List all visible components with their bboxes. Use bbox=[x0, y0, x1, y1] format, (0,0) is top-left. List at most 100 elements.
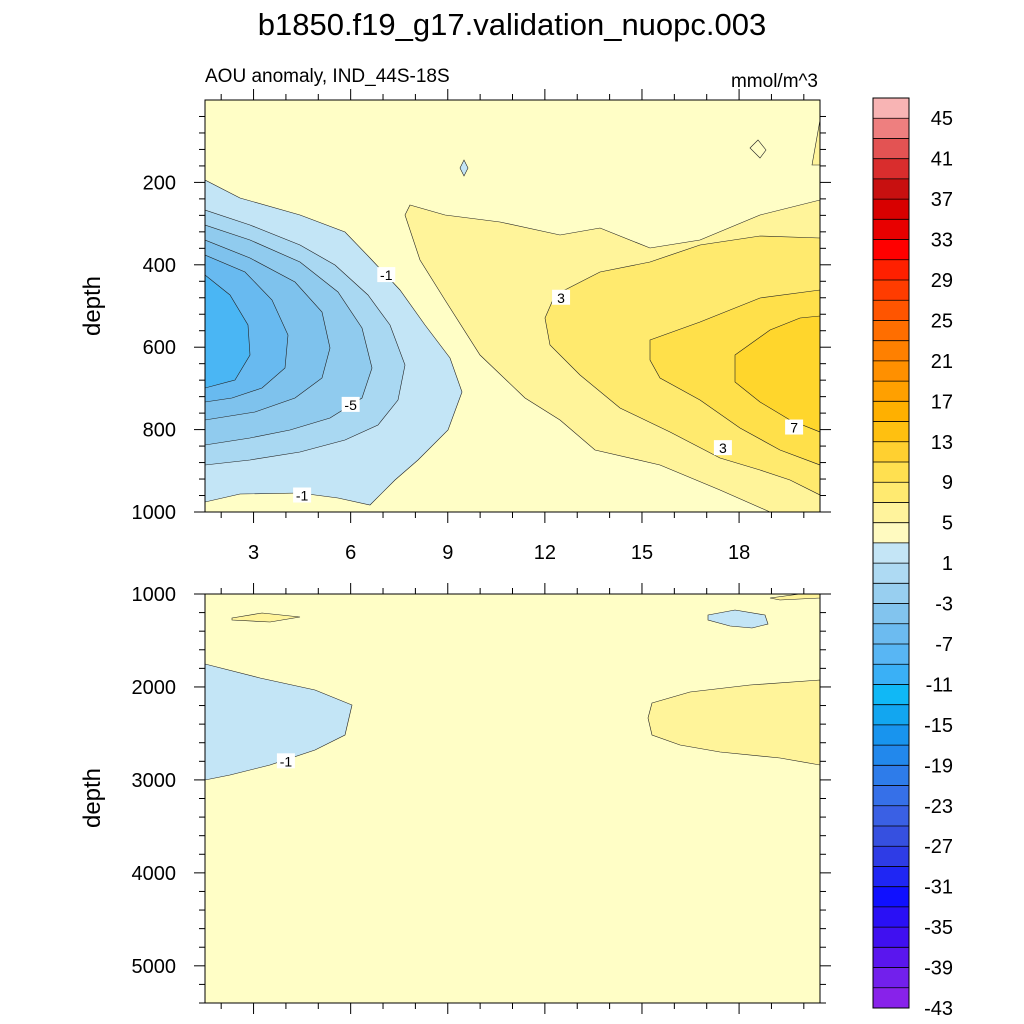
upper-panel: 200 400 600 800 1000 3 6 9 12 15 18 -1 -5 -1 3 3 7 dep… bbox=[79, 89, 831, 564]
colorbar-swatch bbox=[873, 987, 909, 1009]
colorbar-label: -43 bbox=[924, 998, 953, 1020]
colorbar-swatch bbox=[873, 542, 909, 564]
colorbar-swatch bbox=[873, 421, 909, 443]
lower-contour-labels: -1 bbox=[276, 753, 295, 769]
colorbar-swatch bbox=[873, 745, 909, 766]
colorbar-label: 45 bbox=[931, 108, 953, 130]
lower-blue-region-1 bbox=[205, 663, 353, 781]
colorbar-swatch bbox=[873, 866, 909, 887]
x-tick-label: 12 bbox=[534, 542, 556, 564]
lower-yellow-region-1 bbox=[647, 679, 820, 766]
lower-y-tick-label: 1000 bbox=[132, 584, 177, 606]
colorbar-swatch bbox=[873, 98, 909, 119]
colorbar-frame bbox=[872, 97, 910, 1009]
colorbar-swatch bbox=[873, 644, 909, 665]
colorbar-label: 33 bbox=[931, 230, 953, 252]
colorbar-label: 17 bbox=[931, 391, 953, 413]
upper-contour-labels: -1 -5 -1 3 3 7 bbox=[293, 267, 804, 504]
colorbar-label: -15 bbox=[924, 715, 953, 737]
contour-label-box bbox=[785, 419, 804, 435]
colorbar-label: 37 bbox=[931, 189, 953, 211]
lower-blue-blob-1 bbox=[707, 609, 769, 629]
colorbar-swatch bbox=[873, 805, 909, 827]
colorbar-swatch bbox=[873, 664, 909, 685]
colorbar-swatch bbox=[873, 259, 909, 281]
colorbar-swatch bbox=[873, 583, 909, 604]
colorbar-swatch bbox=[873, 724, 909, 746]
colorbar-swatch bbox=[873, 158, 909, 180]
upper-y-tick-label: 400 bbox=[143, 255, 176, 277]
colorbar-swatch bbox=[873, 967, 909, 989]
colorbar-swatch bbox=[873, 886, 909, 908]
chart-title: b1850.f19_g17.validation_nuopc.003 bbox=[258, 7, 767, 42]
colorbar-label: 29 bbox=[931, 270, 953, 292]
lower-background-fill bbox=[205, 594, 820, 1003]
colorbar-label: 9 bbox=[942, 472, 953, 494]
colorbar-swatch bbox=[873, 482, 909, 503]
colorbar-label: -11 bbox=[926, 674, 953, 696]
contour-label: -1 bbox=[280, 753, 293, 769]
lower-y-axis-label: depth bbox=[79, 768, 106, 828]
contour-label-box bbox=[377, 267, 396, 283]
x-tick-label: 9 bbox=[442, 542, 453, 564]
units-label: mmol/m^3 bbox=[731, 71, 818, 92]
upper-y-tick-label: 800 bbox=[143, 420, 176, 442]
colorbar-labels: 45 41 37 33 29 25 21 17 13 9 5 1 -3 -7 -11 -15 -19 -23 -27… bbox=[924, 108, 953, 1020]
upper-y-tick-label: 1000 bbox=[132, 502, 177, 524]
colorbar-swatch bbox=[873, 704, 909, 726]
colorbar-swatch bbox=[873, 340, 909, 362]
colorbar-swatch bbox=[873, 441, 909, 463]
contour-label-box bbox=[276, 753, 295, 769]
colorbar-label: -31 bbox=[924, 877, 953, 899]
lower-yellow-blob-2 bbox=[769, 594, 820, 601]
colorbar-label: -3 bbox=[935, 594, 953, 616]
contour-label-box bbox=[293, 487, 312, 503]
contour-label-box bbox=[552, 289, 571, 305]
upper-yellow-blob-1 bbox=[749, 139, 767, 159]
colorbar-swatch bbox=[873, 280, 909, 301]
lower-y-ticks bbox=[194, 593, 831, 1004]
upper-x-ticks bbox=[220, 89, 805, 523]
colorbar-label: -23 bbox=[924, 796, 953, 818]
colorbar-label: -27 bbox=[924, 836, 953, 858]
colorbar-swatch bbox=[873, 765, 909, 786]
upper-y-axis-label: depth bbox=[79, 276, 106, 336]
contour-label-box bbox=[713, 440, 732, 456]
x-tick-label: 15 bbox=[631, 542, 653, 564]
upper-y-tick-label: 200 bbox=[143, 172, 176, 194]
colorbar-swatch bbox=[873, 239, 909, 261]
colorbar-label: 5 bbox=[942, 513, 953, 535]
lower-y-tick-label: 2000 bbox=[132, 677, 177, 699]
lower-y-tick-label: 5000 bbox=[132, 956, 177, 978]
colorbar-label: 21 bbox=[931, 351, 953, 373]
colorbar-swatch bbox=[873, 118, 909, 139]
x-tick-label: 3 bbox=[248, 542, 259, 564]
colorbar-label: 25 bbox=[931, 310, 953, 332]
colorbar-swatch bbox=[873, 563, 909, 584]
colorbar-swatch bbox=[873, 502, 909, 523]
chart-subtitle: AOU anomaly, IND_44S-18S bbox=[205, 66, 450, 87]
colorbar-label: 41 bbox=[931, 149, 953, 171]
colorbar-swatch bbox=[873, 522, 909, 544]
contour-label-box bbox=[341, 396, 360, 412]
colorbar-swatch bbox=[873, 199, 909, 220]
contour-label: -5 bbox=[344, 397, 357, 413]
colorbar-swatch bbox=[873, 138, 909, 159]
upper-y-tick-label: 600 bbox=[143, 337, 176, 359]
x-tick-label: 18 bbox=[728, 542, 750, 564]
lower-y-tick-label: 4000 bbox=[132, 863, 177, 885]
colorbar-swatch bbox=[873, 300, 909, 321]
colorbar-swatch bbox=[873, 603, 909, 625]
colorbar-label: -39 bbox=[924, 958, 953, 980]
colorbar-swatch bbox=[873, 462, 909, 483]
upper-y-tick-labels: 200 400 600 800 1000 bbox=[132, 172, 177, 524]
colorbar-label: 1 bbox=[942, 553, 953, 575]
lower-x-ticks bbox=[220, 583, 805, 1014]
upper-yellow-region-7 bbox=[734, 315, 820, 433]
colorbar-swatch bbox=[873, 219, 909, 240]
colorbar-swatch bbox=[873, 906, 909, 928]
colorbar-swatch bbox=[873, 360, 909, 382]
colorbar-swatch bbox=[873, 320, 909, 341]
colorbar-swatch bbox=[873, 381, 909, 402]
